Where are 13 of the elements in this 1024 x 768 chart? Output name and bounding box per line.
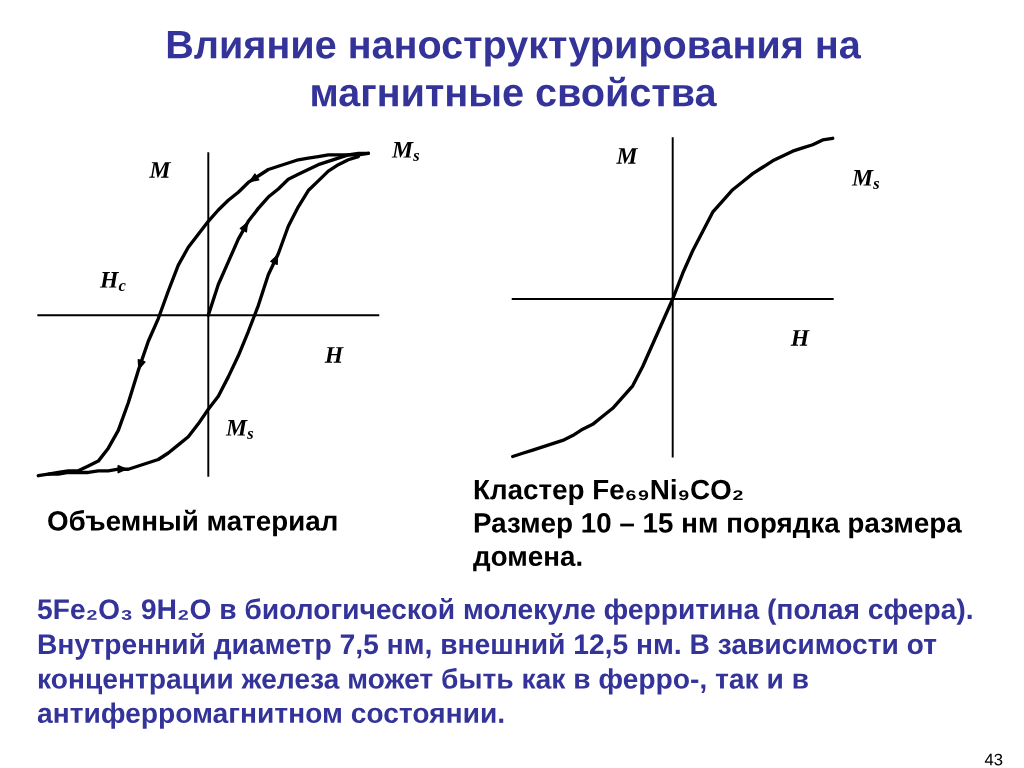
text: Кластер Fe₆₉Ni₉CO₂ Размер 10 – 15 нм порядка размера домена.: [473, 479, 962, 572]
y-axis-title: M: [149, 162, 172, 178]
x-axis-title: H: [324, 347, 344, 363]
y-axis-title: M: [616, 148, 639, 164]
annotation: H$_{c}$: [99, 272, 126, 291]
text: Влияние наноструктурирования на магнитные свойства: [167, 31, 862, 107]
text: Объемный материал: [48, 509, 337, 537]
annotation: M$_{s}$: [225, 420, 254, 439]
text: M$_{s}$: [391, 142, 420, 161]
text: 5Fe₂O₃ 9H₂O в биологической молекуле ферритина (полая сфера). Внутренний диаметр 7,5 нм, внешний 12,5 нм. В зависимости от концентрации железа может быть как в ферро-, так и в антиферромагнитном состоянии.: [37, 598, 972, 729]
x-axis-title: H: [790, 330, 810, 346]
text: 43: [984, 753, 1003, 766]
text: M$_{s}$: [851, 170, 880, 189]
